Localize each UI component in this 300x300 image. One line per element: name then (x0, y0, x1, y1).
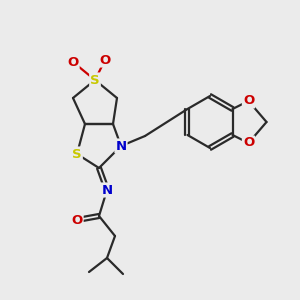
Text: S: S (72, 148, 82, 160)
Text: O: O (99, 53, 111, 67)
Text: O: O (243, 136, 254, 149)
Text: O: O (243, 94, 254, 107)
Text: O: O (71, 214, 82, 226)
Text: N: N (116, 140, 127, 152)
Text: N: N (101, 184, 112, 196)
Text: S: S (90, 74, 100, 86)
Text: O: O (68, 56, 79, 68)
